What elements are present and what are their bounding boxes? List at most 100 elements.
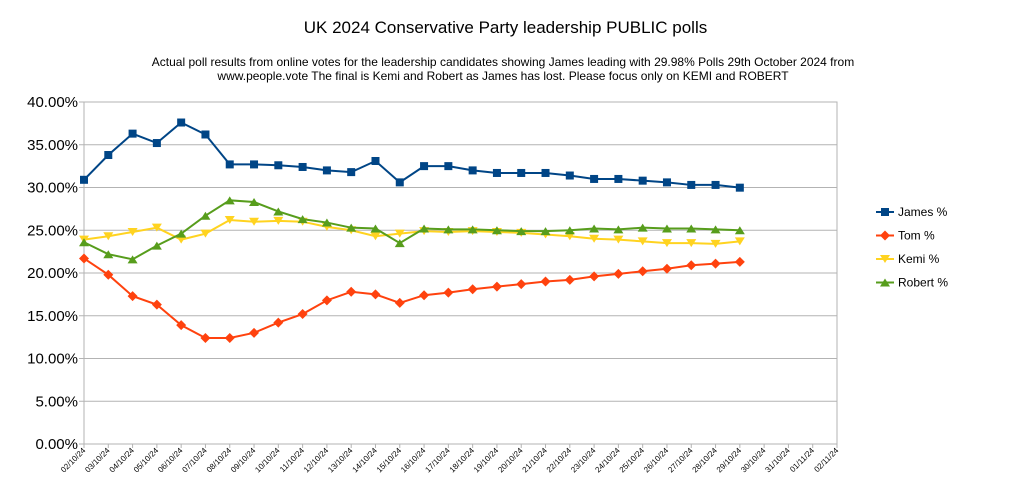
x-tick-label: 14/10/24 [351, 446, 380, 475]
data-point [686, 224, 697, 233]
data-point [540, 276, 551, 287]
x-tick-label: 02/11/24 [812, 446, 840, 474]
data-point [564, 274, 575, 285]
data-point [614, 174, 623, 183]
x-tick-label: 25/10/24 [618, 446, 647, 475]
x-tick-label: 29/10/24 [715, 446, 744, 475]
legend-item-robert: Robert % [876, 276, 948, 290]
series-tom [79, 253, 745, 343]
y-tick-label: 25.00% [27, 222, 78, 239]
data-point [297, 309, 308, 320]
data-point [151, 299, 162, 310]
data-point [151, 241, 162, 250]
data-point [590, 174, 599, 183]
data-point [127, 291, 138, 302]
data-point [225, 160, 234, 169]
data-point [540, 227, 551, 236]
x-tick-label: 26/10/24 [642, 446, 671, 475]
data-point [589, 224, 600, 233]
y-tick-label: 30.00% [27, 180, 78, 197]
data-point [346, 223, 357, 232]
legend-item-kemi: Kemi % [876, 252, 940, 266]
legend-label: Kemi % [898, 252, 940, 266]
y-tick-label: 0.00% [35, 436, 78, 453]
x-tick-label: 21/10/24 [521, 446, 550, 475]
data-point [541, 168, 550, 177]
data-point [224, 196, 235, 205]
data-point [103, 232, 114, 241]
data-point [370, 289, 381, 300]
series-line-tom [83, 257, 740, 339]
data-point [274, 161, 283, 170]
x-axis-ticks: 02/10/2403/10/2404/10/2405/10/2406/10/24… [59, 446, 841, 475]
data-point [394, 229, 405, 238]
data-point [419, 290, 430, 301]
data-point [419, 224, 430, 233]
x-tick-label: 27/10/24 [666, 446, 695, 475]
legend-label: Robert % [898, 276, 948, 290]
y-tick-label: 15.00% [27, 308, 78, 325]
data-point [467, 225, 478, 234]
x-tick-label: 17/10/24 [423, 446, 452, 475]
data-point [273, 207, 284, 216]
data-point [104, 151, 113, 160]
data-point [200, 211, 211, 220]
data-point [662, 178, 671, 187]
data-point [127, 255, 138, 264]
grid-lines [79, 101, 838, 448]
series-lines [79, 118, 745, 343]
data-point [200, 332, 211, 343]
y-tick-label: 40.00% [27, 94, 78, 111]
data-point [734, 256, 745, 267]
y-tick-label: 5.00% [35, 393, 78, 410]
data-point [128, 129, 137, 138]
data-point [443, 287, 454, 298]
x-tick-label: 01/11/24 [788, 446, 816, 474]
series-robert [79, 196, 745, 264]
data-point [492, 168, 501, 177]
data-point [273, 216, 284, 225]
data-point [710, 225, 721, 234]
data-point [103, 269, 114, 280]
x-tick-label: 15/10/24 [375, 446, 404, 475]
data-point [613, 225, 624, 234]
data-point [249, 198, 260, 207]
data-point [565, 171, 574, 180]
data-point [661, 224, 672, 233]
data-point [735, 183, 744, 192]
data-point [517, 168, 526, 177]
data-point [516, 279, 527, 290]
series-kemi [79, 215, 745, 248]
data-point [298, 162, 307, 171]
data-point [880, 230, 890, 241]
data-point [394, 297, 405, 308]
data-point [79, 238, 89, 247]
data-point [734, 237, 745, 246]
data-point [444, 162, 453, 171]
data-point [370, 232, 381, 241]
data-point [637, 237, 648, 246]
data-point [152, 139, 161, 148]
data-point [346, 286, 357, 297]
x-tick-label: 16/10/24 [399, 446, 428, 475]
x-tick-label: 04/10/24 [108, 446, 137, 475]
data-point [321, 218, 332, 227]
x-tick-label: 24/10/24 [593, 446, 622, 475]
legend-item-tom: Tom % [876, 229, 935, 243]
data-point [370, 224, 381, 233]
x-tick-label: 31/10/24 [763, 446, 792, 475]
x-tick-label: 28/10/24 [691, 446, 720, 475]
data-point [321, 295, 332, 306]
data-point [176, 229, 187, 238]
data-point [273, 317, 284, 328]
data-point [661, 239, 672, 248]
x-tick-label: 07/10/24 [180, 446, 209, 475]
chart-title: UK 2024 Conservative Party leadership PU… [303, 18, 708, 37]
data-point [224, 332, 235, 343]
data-point [710, 258, 721, 269]
data-point [880, 255, 890, 263]
x-tick-label: 18/10/24 [448, 446, 477, 475]
data-point [394, 239, 405, 248]
data-point [79, 253, 89, 264]
